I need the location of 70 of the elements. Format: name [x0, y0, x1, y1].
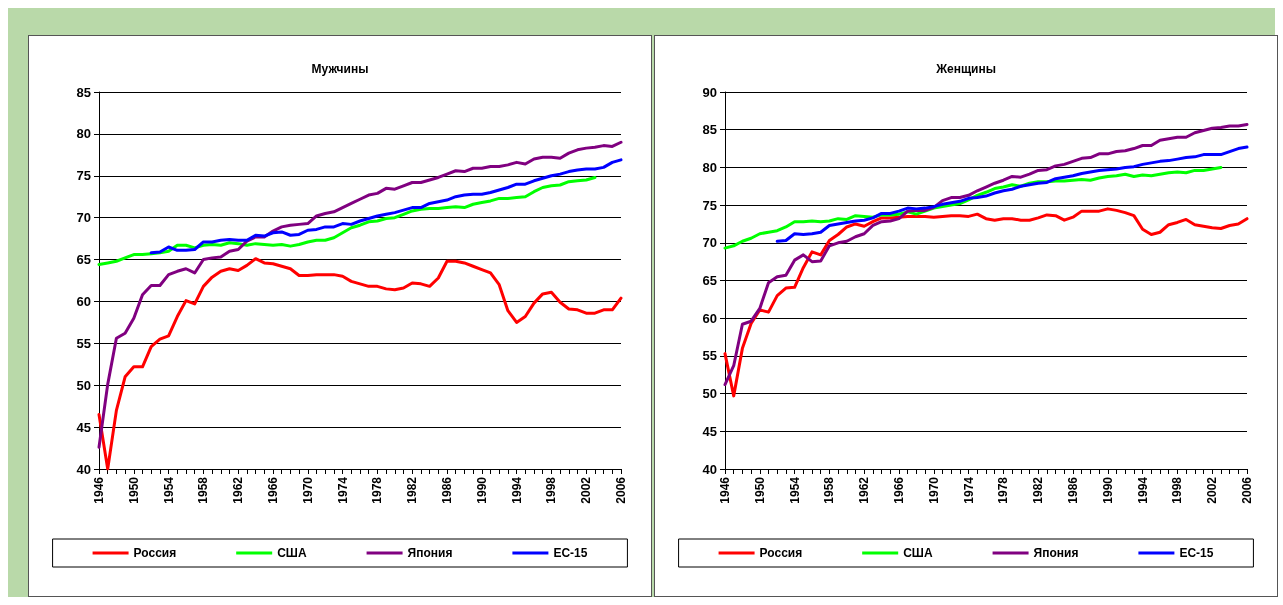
y-tick-label: 65	[76, 252, 91, 268]
x-tick-label: 1950	[126, 476, 141, 504]
x-tick-label: 1994	[509, 476, 524, 504]
x-tick-label: 2002	[1205, 476, 1220, 504]
y-tick-label: 40	[702, 461, 717, 477]
y-tick-label: 85	[76, 84, 91, 100]
x-tick-label: 2002	[579, 476, 594, 504]
x-tick-label: 1990	[474, 476, 489, 504]
x-tick-label: 1986	[1066, 476, 1080, 504]
x-tick-label: 1966	[266, 476, 280, 504]
x-tick-label: 1958	[822, 476, 837, 504]
y-tick-label: 70	[76, 210, 91, 226]
y-tick-label: 90	[702, 84, 717, 100]
y-tick-label: 80	[702, 159, 717, 175]
y-tick-label: 55	[702, 348, 717, 364]
x-tick-label: 1966	[892, 476, 906, 504]
x-tick-label: 1978	[370, 476, 385, 504]
y-tick-label: 45	[76, 419, 91, 435]
y-tick-label: 60	[76, 293, 91, 309]
y-tick-label: 80	[76, 126, 91, 142]
legend-label: Россия	[133, 546, 177, 560]
line-series	[97, 257, 623, 471]
x-tick-label: 2006	[614, 476, 628, 504]
y-tick-label: 40	[76, 461, 91, 477]
x-tick-label: 1950	[752, 476, 767, 504]
y-tick-label: 65	[702, 273, 717, 288]
legend-label: США	[277, 546, 307, 560]
legend-label: США	[903, 546, 933, 560]
y-tick-label: 85	[702, 122, 717, 138]
x-tick-label: 1982	[1031, 476, 1046, 504]
x-tick-label: 1970	[926, 476, 941, 504]
y-tick-label: 55	[76, 335, 91, 351]
x-tick-label: 1978	[996, 476, 1011, 504]
legend-label: Россия	[759, 546, 803, 560]
legend-label: Япония	[407, 546, 453, 560]
legend-label: ЕС-15	[1179, 546, 1214, 560]
line-series	[149, 158, 623, 255]
x-tick-label: 1974	[335, 476, 350, 504]
x-tick-label: 1962	[857, 476, 872, 504]
x-tick-label: 1970	[300, 476, 315, 504]
x-tick-label: 1946	[92, 476, 106, 504]
y-tick-label: 50	[702, 386, 717, 402]
chart-title: Женщины	[935, 62, 996, 76]
line-series	[775, 145, 1249, 243]
line-series	[723, 122, 1249, 387]
y-tick-label: 75	[76, 168, 91, 184]
x-tick-label: 1998	[1170, 476, 1185, 504]
y-tick-label: 50	[76, 377, 91, 393]
line-series	[97, 175, 597, 267]
x-tick-label: 1982	[405, 476, 420, 504]
x-tick-label: 1962	[231, 476, 246, 504]
x-tick-label: 2006	[1240, 476, 1254, 504]
x-tick-label: 1986	[440, 476, 454, 504]
legend-label: ЕС-15	[553, 546, 588, 560]
x-tick-label: 1958	[196, 476, 211, 504]
x-tick-label: 1998	[544, 476, 559, 504]
legend-label: Япония	[1033, 546, 1079, 560]
x-tick-label: 1974	[961, 476, 976, 504]
line-series	[723, 207, 1249, 398]
x-tick-label: 1954	[161, 476, 176, 504]
line-series	[97, 140, 623, 449]
x-tick-label: 1990	[1100, 476, 1115, 504]
y-tick-label: 60	[702, 310, 717, 326]
y-tick-label: 75	[702, 197, 717, 213]
x-tick-label: 1954	[787, 476, 802, 504]
x-tick-label: 1946	[718, 476, 732, 504]
y-tick-label: 70	[702, 235, 717, 251]
chart-title: Мужчины	[311, 62, 369, 76]
x-tick-label: 1994	[1135, 476, 1150, 504]
y-tick-label: 45	[702, 423, 717, 439]
